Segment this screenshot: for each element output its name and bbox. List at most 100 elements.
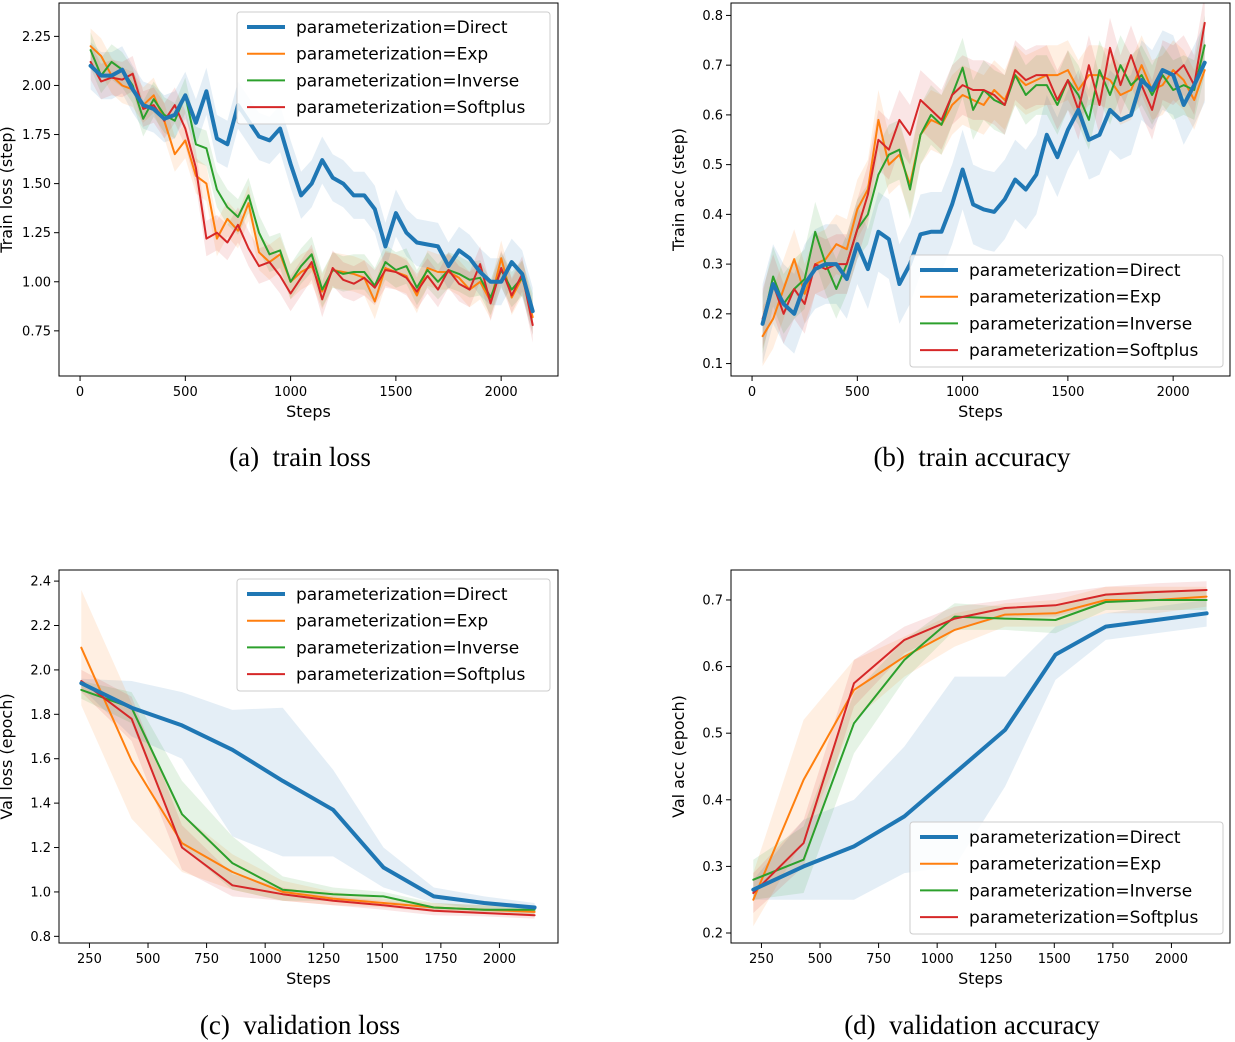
y-tick-label: 0.2 bbox=[702, 307, 723, 322]
legend-label-softplus: parameterization=Softplus bbox=[969, 341, 1198, 361]
y-axis-label: Train acc (step) bbox=[669, 128, 688, 252]
caption-text: train accuracy bbox=[905, 442, 1071, 472]
y-tick-label: 1.2 bbox=[30, 841, 51, 856]
y-tick-label: 0.7 bbox=[702, 593, 723, 608]
chart-validation-accuracy: 250 500 750 1000 1250 1500 1750 2000 0.2 0.3 0.4 0.… bbox=[669, 569, 1231, 1040]
y-tick-label: 2.0 bbox=[30, 663, 51, 678]
legend-label-exp: parameterization=Exp bbox=[969, 288, 1161, 308]
x-tick-label: 750 bbox=[194, 952, 219, 967]
x-axis-label: Steps bbox=[286, 402, 331, 421]
y-tick-label: 1.0 bbox=[30, 885, 51, 900]
x-tick-label: 1500 bbox=[366, 952, 399, 967]
y-tick-label: 1.4 bbox=[30, 797, 51, 812]
x-tick-label: 1000 bbox=[249, 952, 282, 967]
y-tick-label: 2.25 bbox=[22, 30, 51, 45]
series-line-inverse bbox=[752, 599, 1208, 881]
plot-area bbox=[751, 581, 1209, 927]
legend-label-inverse: parameterization=Inverse bbox=[296, 638, 519, 658]
x-tick-label: 0 bbox=[76, 385, 84, 400]
x-tick-label: 1750 bbox=[1096, 952, 1129, 967]
series-line-softplus bbox=[80, 680, 536, 917]
x-tick-label: 2000 bbox=[485, 385, 518, 400]
legend-box bbox=[236, 11, 551, 125]
y-tick-label: 0.6 bbox=[702, 108, 723, 123]
x-tick-label: 1750 bbox=[424, 952, 457, 967]
y-tick-label: 1.8 bbox=[30, 708, 51, 723]
x-tick-label: 500 bbox=[808, 952, 833, 967]
series-line-direct bbox=[88, 63, 535, 314]
caption-tag: (a) bbox=[229, 442, 259, 472]
legend-label-inverse: parameterization=Inverse bbox=[969, 314, 1192, 334]
legend-label-direct: parameterization=Direct bbox=[296, 18, 508, 38]
series-line-direct bbox=[751, 611, 1209, 892]
legend: parameterization=Direct parameterization=… bbox=[236, 11, 551, 125]
series-line-inverse bbox=[80, 688, 536, 911]
x-tick-label: 1250 bbox=[307, 952, 340, 967]
y-axis-label: Train loss (step) bbox=[0, 126, 16, 254]
band-exp bbox=[762, 35, 1205, 367]
y-tick-label: 0.75 bbox=[22, 324, 51, 339]
plot-frame bbox=[730, 2, 1231, 377]
y-tick-label: 1.00 bbox=[22, 275, 51, 290]
subfigure-caption: (b) train accuracy bbox=[873, 442, 1071, 472]
series-line-exp bbox=[761, 64, 1206, 338]
band-softplus bbox=[762, 3, 1205, 349]
subfigure-caption: (d) validation accuracy bbox=[844, 1010, 1100, 1040]
plot-area bbox=[79, 590, 537, 919]
legend-box bbox=[909, 254, 1224, 368]
legend-label-inverse: parameterization=Inverse bbox=[969, 881, 1192, 901]
x-tick-label: 500 bbox=[173, 385, 198, 400]
y-tick-label: 1.50 bbox=[22, 177, 51, 192]
x-tick-label: 1000 bbox=[921, 952, 954, 967]
y-axis-label: Val loss (epoch) bbox=[0, 693, 16, 819]
legend-label-direct: parameterization=Direct bbox=[969, 261, 1181, 281]
caption-tag: (c) bbox=[200, 1010, 230, 1040]
legend: parameterization=Direct parameterization=… bbox=[909, 254, 1224, 368]
legend: parameterization=Direct parameterization=… bbox=[236, 578, 551, 692]
y-tick-label: 1.6 bbox=[30, 752, 51, 767]
y-axis-label: Val acc (epoch) bbox=[669, 695, 688, 818]
x-axis-label: Steps bbox=[958, 969, 1003, 988]
x-tick-label: 500 bbox=[136, 952, 161, 967]
legend-label-softplus: parameterization=Softplus bbox=[969, 908, 1198, 928]
x-tick-label: 250 bbox=[77, 952, 102, 967]
x-tick-label: 1500 bbox=[1051, 385, 1084, 400]
legend-label-direct: parameterization=Direct bbox=[969, 828, 1181, 848]
caption-text: validation loss bbox=[230, 1010, 400, 1040]
band-inverse bbox=[762, 15, 1205, 354]
legend-box bbox=[909, 821, 1224, 935]
series-line-direct bbox=[79, 681, 537, 910]
legend-label-exp: parameterization=Exp bbox=[296, 612, 488, 632]
x-tick-label: 2000 bbox=[483, 952, 516, 967]
chart-validation-loss: 250 500 750 1000 1250 1500 1750 2000 0.8 1.0 1.2 1.… bbox=[0, 569, 559, 1040]
legend-label-exp: parameterization=Exp bbox=[296, 45, 488, 65]
series-line-softplus bbox=[89, 60, 534, 326]
legend-label-softplus: parameterization=Softplus bbox=[296, 98, 525, 118]
caption-tag: (d) bbox=[844, 1010, 875, 1040]
legend-label-inverse: parameterization=Inverse bbox=[296, 71, 519, 91]
y-tick-label: 0.5 bbox=[702, 727, 723, 742]
y-tick-label: 0.3 bbox=[702, 860, 723, 875]
y-tick-label: 2.4 bbox=[30, 575, 51, 590]
legend-box bbox=[236, 578, 551, 692]
x-axis-label: Steps bbox=[286, 969, 331, 988]
caption-tag: (b) bbox=[873, 442, 904, 472]
band-direct bbox=[762, 22, 1205, 364]
plot-frame bbox=[58, 569, 559, 944]
y-tick-label: 1.25 bbox=[22, 226, 51, 241]
band-softplus bbox=[753, 581, 1207, 913]
caption-text: train loss bbox=[259, 442, 371, 472]
plot-frame bbox=[58, 2, 559, 377]
y-tick-label: 0.1 bbox=[702, 357, 723, 372]
y-tick-label: 0.8 bbox=[30, 930, 51, 945]
chart-train-accuracy: 0 500 1000 1500 2000 0.1 0.2 0.3 0.4 0.5 0.6 0.7 0.8… bbox=[669, 2, 1231, 472]
x-tick-label: 1000 bbox=[274, 385, 307, 400]
band-exp bbox=[81, 590, 535, 917]
y-tick-label: 0.3 bbox=[702, 258, 723, 273]
plot-area bbox=[88, 28, 535, 343]
y-tick-label: 1.75 bbox=[22, 128, 51, 143]
x-tick-label: 250 bbox=[749, 952, 774, 967]
x-tick-label: 0 bbox=[748, 385, 756, 400]
x-axis-label: Steps bbox=[958, 402, 1003, 421]
